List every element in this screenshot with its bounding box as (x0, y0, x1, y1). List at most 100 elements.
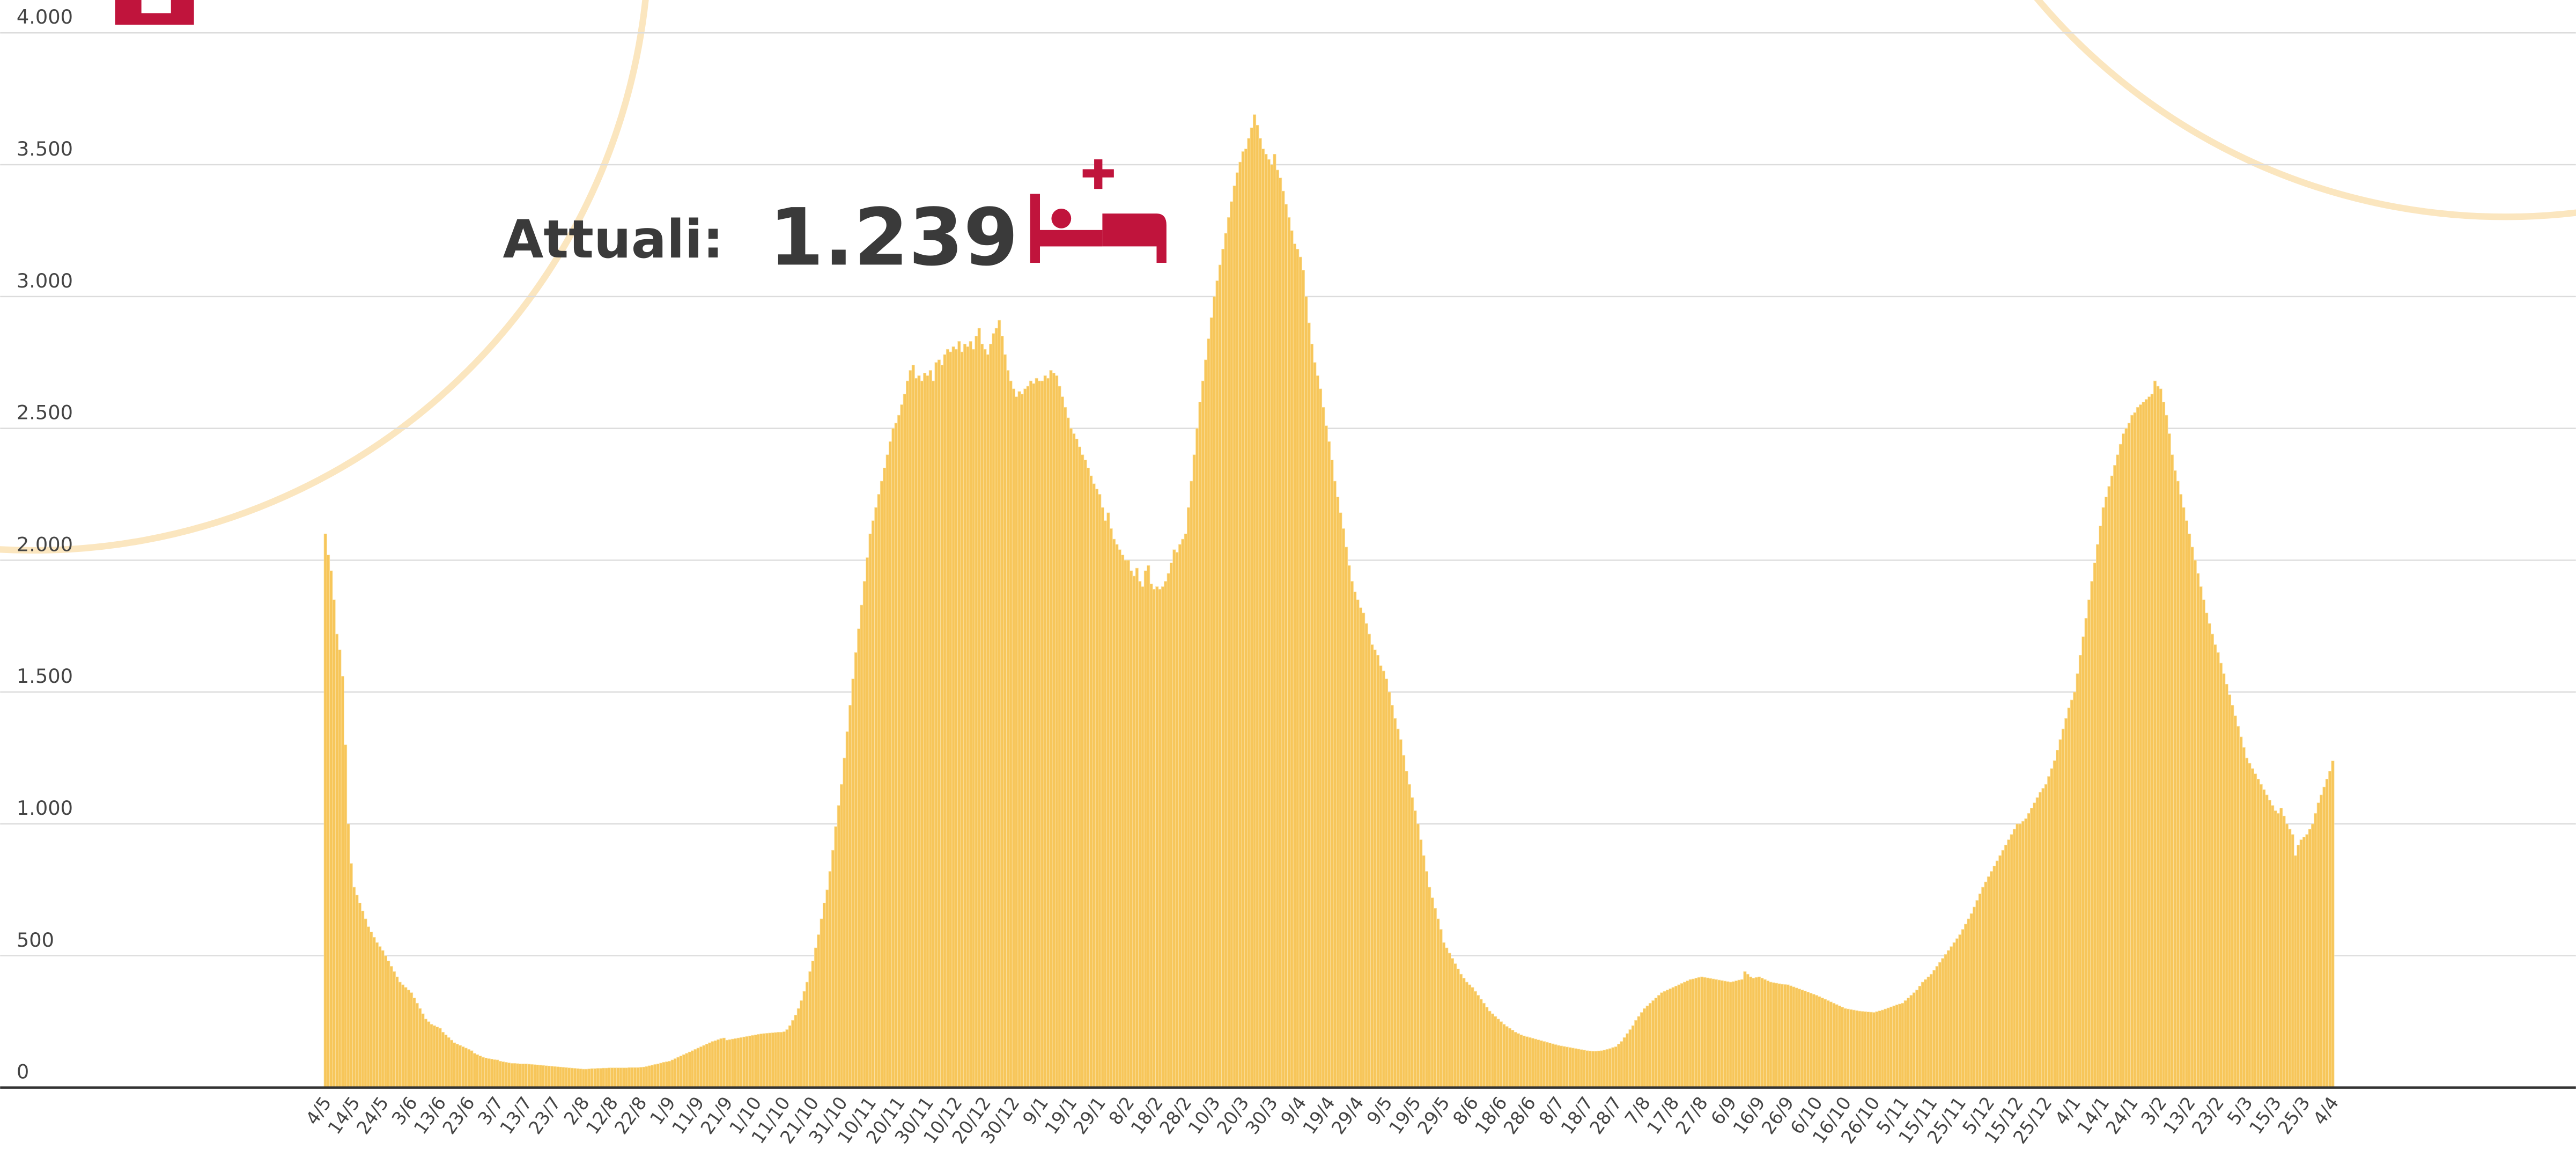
bar (2245, 757, 2249, 1088)
bar (791, 1020, 795, 1088)
bar (837, 805, 840, 1088)
bar (1884, 1008, 1887, 1088)
bar (366, 926, 370, 1088)
bar (702, 1045, 706, 1088)
bar (1987, 876, 1990, 1088)
bar (607, 1067, 611, 1088)
bar (521, 1063, 525, 1088)
bar (553, 1066, 557, 1088)
bar (1522, 1035, 1526, 1088)
bar (1479, 999, 1483, 1088)
bar (1620, 1041, 1623, 1088)
bar (679, 1056, 683, 1088)
bar (438, 1028, 442, 1088)
bar (2259, 784, 2263, 1088)
bar (323, 533, 327, 1088)
bar (779, 1031, 783, 1088)
bar (1081, 454, 1084, 1088)
bar (2208, 623, 2211, 1088)
bar (1565, 1046, 1569, 1088)
bar (432, 1025, 436, 1088)
x-tick-label: 25/3 (2274, 1093, 2314, 1138)
bar (745, 1036, 749, 1088)
bar (458, 1045, 462, 1088)
bar (1734, 981, 1738, 1088)
bar (1809, 993, 1813, 1088)
bar (581, 1068, 585, 1088)
bar (2033, 802, 2036, 1088)
bar (868, 533, 872, 1088)
bar (2144, 399, 2148, 1088)
x-tick-label: 23/2 (2188, 1093, 2228, 1138)
bar (358, 903, 361, 1088)
bar (1783, 984, 1787, 1088)
bar (1341, 528, 1345, 1088)
bar (1605, 1049, 1609, 1088)
x-tick-label: 28/6 (1500, 1093, 1540, 1138)
bar (1548, 1043, 1552, 1088)
x-tick-label: 19/1 (1040, 1093, 1081, 1138)
bar (541, 1065, 545, 1088)
bar (802, 991, 806, 1088)
bar (1247, 138, 1251, 1088)
bar (651, 1065, 654, 1088)
bar (490, 1059, 493, 1088)
bar (1686, 981, 1689, 1088)
bar (453, 1042, 456, 1088)
bar (1574, 1048, 1577, 1088)
bar (1869, 1012, 1873, 1088)
bar (1806, 992, 1810, 1088)
bar (513, 1063, 516, 1088)
bar (917, 375, 921, 1088)
bar (639, 1067, 643, 1088)
bar (1780, 984, 1784, 1088)
bar (498, 1061, 502, 1088)
bar (897, 415, 901, 1088)
bar (1677, 984, 1681, 1088)
bar (794, 1015, 798, 1088)
bar (1657, 995, 1661, 1088)
bar (1324, 425, 1328, 1088)
bar (1849, 1009, 1853, 1088)
bar (1927, 976, 1930, 1088)
bar (1428, 887, 1431, 1088)
bar (1450, 958, 1455, 1088)
bar (1585, 1050, 1589, 1088)
bar (1875, 1011, 1879, 1088)
bar (762, 1033, 766, 1088)
bar (1511, 1030, 1515, 1088)
bar (1508, 1028, 1511, 1088)
bar (636, 1067, 640, 1088)
x-tick-label: 29/4 (1327, 1093, 1368, 1138)
bar (1198, 402, 1202, 1088)
bar (2190, 547, 2194, 1088)
bar (2001, 850, 2005, 1088)
x-tick-label: 4/4 (2309, 1093, 2343, 1129)
bar (1471, 987, 1474, 1088)
bar (1279, 178, 1282, 1088)
bar (682, 1054, 686, 1088)
bar (862, 581, 866, 1088)
y-tick-label: 3.000 (17, 269, 73, 292)
bar (1582, 1050, 1586, 1088)
bar (1714, 979, 1718, 1088)
bar (326, 555, 330, 1088)
bar (1760, 978, 1764, 1088)
bar (2053, 760, 2056, 1088)
bar (2122, 433, 2125, 1088)
x-tick-label: 14/1 (2073, 1093, 2113, 1138)
bar (1846, 1008, 1850, 1088)
bar (1961, 929, 1965, 1088)
bar (1603, 1050, 1606, 1088)
bar (911, 365, 915, 1088)
bar (1075, 438, 1079, 1088)
bar (1261, 149, 1265, 1088)
bar (1109, 528, 1113, 1088)
bar (983, 349, 987, 1088)
bar (1221, 248, 1225, 1088)
decor-circle (0, 0, 649, 554)
bar (1614, 1046, 1618, 1088)
bar (1118, 549, 1121, 1088)
bar (1746, 974, 1750, 1088)
